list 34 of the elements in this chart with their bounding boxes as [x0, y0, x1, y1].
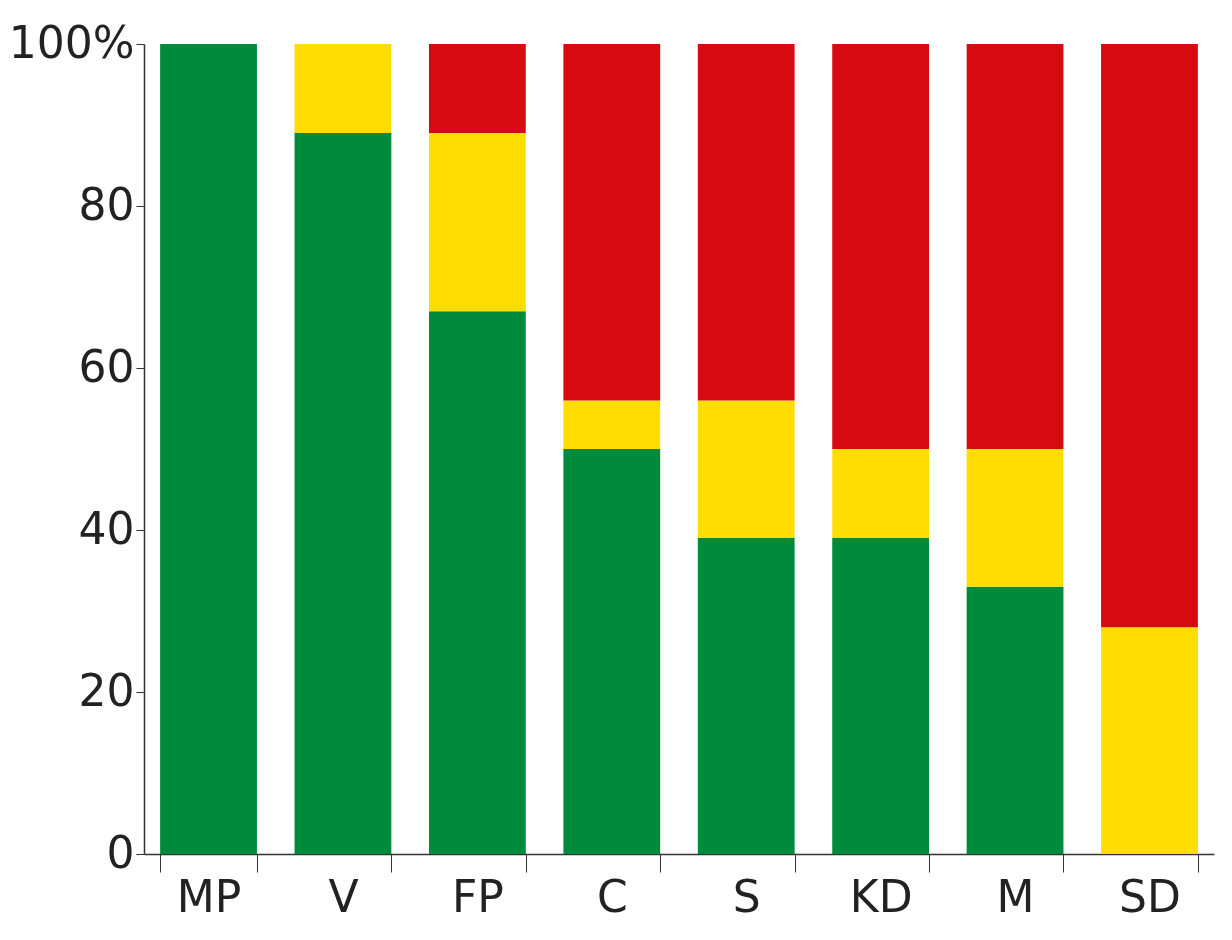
bar — [563, 449, 661, 854]
x-tick-label: SD — [1119, 870, 1181, 922]
x-tick-label: FP — [451, 870, 504, 922]
x-tick-label: M — [996, 870, 1035, 922]
x-tick-label: S — [732, 870, 761, 922]
bar — [1101, 44, 1198, 628]
bar — [294, 133, 392, 854]
bar — [697, 538, 795, 854]
y-tick-label: 60 — [78, 340, 135, 392]
y-tick-label: 100% — [8, 16, 135, 68]
x-tick-label: KD — [849, 870, 913, 922]
y-tick-label: 0 — [106, 826, 135, 878]
y-tick-label: 80 — [78, 178, 135, 230]
bar — [563, 44, 661, 401]
bar — [294, 44, 392, 134]
bar — [428, 133, 526, 312]
bar — [428, 44, 526, 134]
bar — [832, 44, 930, 449]
bar — [1101, 627, 1198, 854]
x-tick-label: C — [596, 870, 628, 922]
bar — [966, 449, 1064, 587]
bar — [428, 311, 526, 854]
bar — [563, 400, 661, 449]
y-tick-label: 20 — [78, 664, 135, 716]
bar — [832, 449, 930, 539]
bar — [966, 586, 1064, 854]
bar — [966, 44, 1064, 449]
x-tick-label: MP — [176, 870, 242, 922]
x-tick-label: V — [328, 870, 359, 922]
bar — [832, 538, 930, 854]
bar — [160, 44, 257, 854]
bar — [697, 44, 795, 401]
y-tick-label: 40 — [78, 502, 135, 554]
bar — [697, 400, 795, 539]
